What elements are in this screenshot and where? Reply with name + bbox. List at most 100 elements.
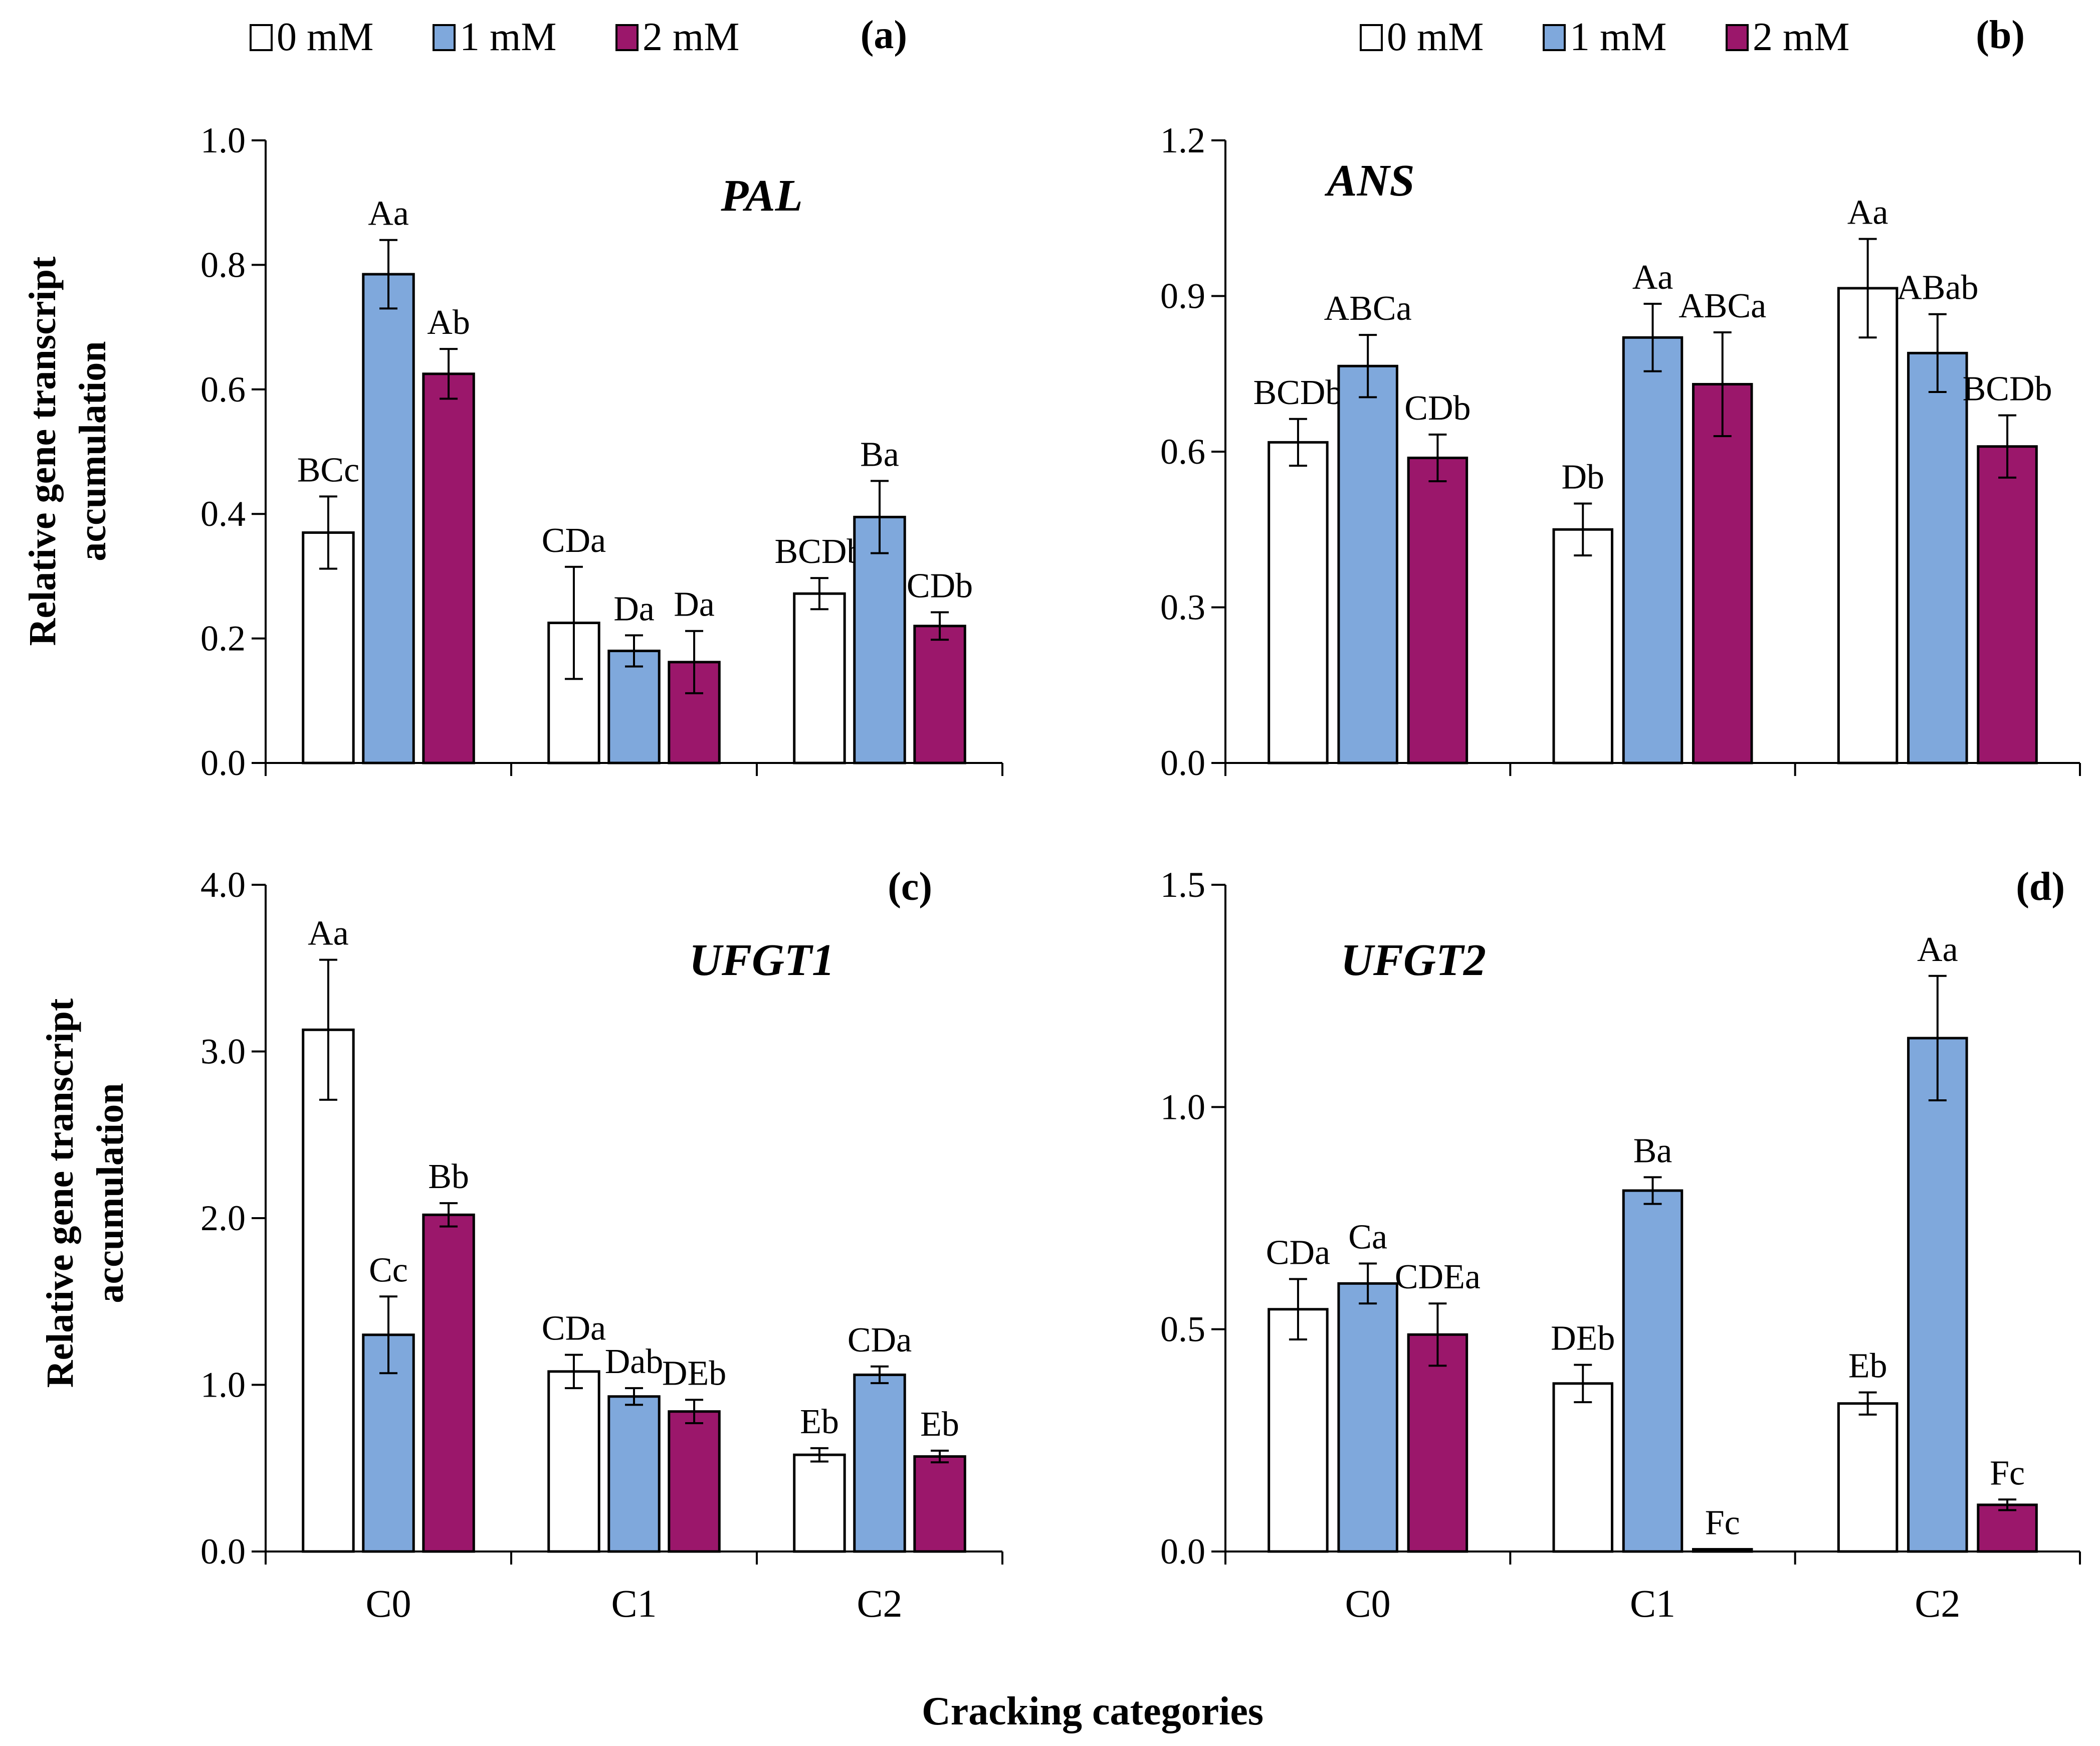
significance-label: DEb: [662, 1354, 726, 1393]
significance-label: CDa: [542, 1309, 606, 1348]
legend-label: 1 mM: [1570, 15, 1666, 59]
significance-label: BCc: [297, 451, 359, 489]
bar: [302, 531, 355, 764]
bar: [1837, 287, 1899, 764]
significance-label: Aa: [1917, 930, 1958, 969]
bar: [1692, 1548, 1753, 1553]
y-tick-label: 0.0: [200, 743, 246, 783]
significance-label: Aa: [308, 914, 349, 953]
bar: [607, 649, 661, 764]
panel-label: (a): [861, 13, 907, 57]
bar: [362, 273, 415, 764]
y-axis-title-top: Relative gene transcript accumulation: [22, 257, 114, 646]
significance-label: Aa: [368, 195, 409, 233]
bar: [1268, 441, 1329, 764]
bar: [607, 1395, 661, 1553]
legend-swatch: [250, 24, 273, 51]
bar: [1337, 1282, 1398, 1553]
bar: [1337, 364, 1398, 764]
y-tick-label: 0.6: [1160, 432, 1205, 472]
significance-label: Eb: [920, 1405, 959, 1444]
y-tick-label: 3.0: [200, 1032, 246, 1072]
significance-label: BCDb: [1253, 373, 1343, 412]
significance-label: BCDb: [1963, 370, 2052, 409]
bar: [1837, 1402, 1899, 1553]
y-axis-title-line2: accumulation: [72, 341, 114, 561]
chart-title: PAL: [720, 171, 802, 221]
y-tick-label: 0.9: [1160, 276, 1205, 316]
bar: [853, 515, 906, 764]
chart-title: ANS: [1324, 156, 1414, 206]
bar: [853, 1374, 906, 1553]
bar: [913, 1455, 966, 1553]
bar: [913, 625, 966, 764]
significance-label: CDb: [1404, 389, 1471, 428]
significance-label: Ca: [1348, 1218, 1387, 1256]
panel-label: (d): [2016, 865, 2065, 909]
significance-label: CDb: [907, 566, 973, 605]
bar: [1977, 1503, 2038, 1553]
legend-label: 0 mM: [277, 15, 373, 59]
bar: [793, 1453, 846, 1553]
bar: [1907, 351, 1968, 764]
bar: [793, 592, 846, 764]
bar: [668, 1410, 721, 1553]
bar: [302, 1028, 355, 1553]
y-axis-title-bottom: Relative gene transcript accumulation: [39, 999, 131, 1388]
y-tick-label: 0.3: [1160, 588, 1205, 628]
bar: [1552, 528, 1614, 764]
x-tick-label: C2: [1915, 1582, 1960, 1625]
legend-swatch: [433, 24, 456, 51]
y-tick-label: 0.0: [1160, 1531, 1205, 1572]
x-axis-title: Cracking categories: [922, 1689, 1264, 1733]
significance-label: Ba: [860, 435, 899, 474]
legend-label: 1 mM: [460, 15, 556, 59]
significance-label: DEb: [1551, 1319, 1615, 1358]
bar: [1907, 1037, 1968, 1553]
significance-label: CDa: [848, 1321, 912, 1360]
y-tick-label: 0.4: [200, 494, 246, 534]
significance-label: Ab: [427, 303, 470, 342]
chart-panel-b: 0.00.30.60.91.2BCDbABCaCDbDbAaABCaAaABab…: [1160, 13, 2081, 783]
significance-label: ABCa: [1324, 289, 1412, 328]
y-tick-label: 0.0: [200, 1531, 246, 1572]
significance-label: Eb: [1848, 1347, 1887, 1386]
y-tick-label: 0.8: [200, 245, 246, 285]
y-tick-label: 0.5: [1160, 1309, 1205, 1349]
x-tick-label: C0: [365, 1582, 411, 1625]
y-axis-title-line2: accumulation: [89, 1083, 131, 1303]
x-tick-label: C0: [1345, 1582, 1391, 1625]
x-tick-label: C1: [611, 1582, 657, 1625]
bar: [1552, 1382, 1614, 1553]
panel-label: (c): [888, 865, 932, 909]
significance-label: CDa: [542, 521, 606, 560]
chart-title: UFGT1: [689, 935, 834, 985]
bar: [1407, 1333, 1468, 1553]
y-tick-label: 1.5: [1160, 865, 1205, 905]
y-axis-title-line1: Relative gene transcript: [22, 257, 64, 646]
significance-label: Cc: [369, 1251, 408, 1289]
significance-label: Da: [674, 586, 715, 624]
legend-swatch: [615, 24, 639, 51]
bar: [547, 1370, 600, 1553]
significance-label: Fc: [1990, 1454, 2025, 1492]
bar: [1977, 445, 2038, 764]
bar: [1622, 336, 1684, 764]
bar: [1407, 456, 1468, 764]
bar: [422, 1213, 475, 1553]
y-tick-label: 1.0: [200, 120, 246, 160]
significance-label: Db: [1561, 458, 1604, 497]
x-tick-label: C2: [857, 1582, 902, 1625]
y-tick-label: 2.0: [200, 1198, 246, 1238]
legend-label: 0 mM: [1387, 15, 1484, 59]
y-tick-label: 1.2: [1160, 120, 1205, 160]
bar: [1622, 1189, 1684, 1553]
significance-label: BCDb: [774, 532, 864, 571]
y-tick-label: 1.0: [1160, 1087, 1205, 1127]
legend-label: 2 mM: [1753, 15, 1849, 59]
y-tick-label: 4.0: [200, 865, 246, 905]
significance-label: Dab: [605, 1342, 664, 1381]
significance-label: Aa: [1632, 258, 1673, 297]
